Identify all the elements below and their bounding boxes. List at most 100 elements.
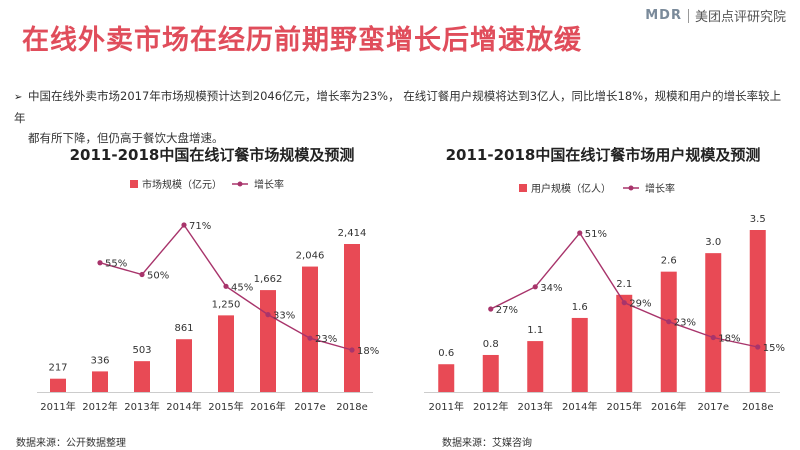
bar xyxy=(527,341,544,392)
growth-rate-point xyxy=(621,300,627,306)
bar xyxy=(705,253,722,392)
brand-name: 美团点评研究院 xyxy=(694,10,786,25)
x-tick-label: 2013年 xyxy=(124,400,159,413)
x-tick-label: 2011年 xyxy=(40,400,75,413)
bar xyxy=(302,266,318,392)
bar-value-label: 0.8 xyxy=(483,339,499,350)
x-tick-label: 2011年 xyxy=(429,400,464,413)
bar-value-label: 1,662 xyxy=(254,274,283,285)
growth-rate-point xyxy=(97,260,103,266)
summary-line-2: 都有所下降，但仍高于餐饮大盘增速。 xyxy=(28,131,224,145)
bar xyxy=(260,290,276,392)
bar xyxy=(176,339,192,392)
bar xyxy=(660,271,677,392)
chart-2-title: 2011-2018中国在线订餐市场用户规模及预测 xyxy=(445,146,761,164)
bar-value-label: 2,046 xyxy=(296,251,325,262)
bar-value-label: 1,250 xyxy=(212,299,241,310)
x-tick-label: 2017e xyxy=(697,402,729,413)
bar-value-label: 217 xyxy=(48,363,67,374)
x-tick-label: 2017e xyxy=(294,402,326,413)
bar xyxy=(482,354,499,392)
bar xyxy=(438,364,455,392)
growth-rate-line xyxy=(490,231,758,348)
bar xyxy=(218,315,234,392)
legend-label-line: 增长率 xyxy=(254,178,284,191)
growth-rate-point xyxy=(710,334,716,341)
growth-rate-point xyxy=(532,284,538,290)
legend-marker-line xyxy=(628,185,634,191)
bar-value-label: 1.6 xyxy=(572,302,588,313)
bar-value-label: 861 xyxy=(174,323,193,334)
legend-label-line: 增长率 xyxy=(645,182,675,195)
bar-value-label: 2.6 xyxy=(661,256,677,267)
growth-rate-point xyxy=(139,271,145,278)
x-tick-label: 2012年 xyxy=(82,400,117,413)
growth-rate-label: 34% xyxy=(540,283,562,294)
growth-rate-point xyxy=(666,319,672,325)
chart-1-source: 数据来源：公开数据整理 xyxy=(16,438,126,449)
growth-rate-label: 51% xyxy=(585,229,607,240)
legend-swatch-bar xyxy=(130,180,138,188)
summary-line-1: 中国在线外卖市场2017年市场规模预计达到2046亿元，增长率为23%， 在线订… xyxy=(14,89,782,125)
x-tick-label: 2015年 xyxy=(607,400,642,413)
chart-2-source: 数据来源：艾媒咨询 xyxy=(442,438,532,449)
x-tick-label: 2014年 xyxy=(166,400,201,413)
growth-rate-label: 55% xyxy=(105,259,127,270)
brand-logo: MDR xyxy=(645,8,682,23)
bar xyxy=(571,317,588,392)
growth-rate-point xyxy=(307,335,313,341)
bar-value-label: 2.1 xyxy=(616,279,632,290)
bar xyxy=(616,294,633,392)
growth-rate-line xyxy=(99,223,353,351)
bar-value-label: 2,414 xyxy=(338,228,367,239)
growth-rate-point xyxy=(223,283,229,289)
x-tick-label: 2016年 xyxy=(250,400,285,413)
growth-rate-point xyxy=(488,306,494,312)
growth-rate-point xyxy=(577,230,583,236)
brand: MDR 美团点评研究院 xyxy=(645,6,786,25)
page-title: 在线外卖市场在经历前期野蛮增长后增速放缓 xyxy=(22,25,582,56)
growth-rate-label: 27% xyxy=(496,305,518,316)
x-tick-label: 2018e xyxy=(742,402,774,413)
bar-value-label: 0.6 xyxy=(438,348,454,359)
x-tick-label: 2012年 xyxy=(473,400,508,413)
legend-label-bar: 用户规模（亿人） xyxy=(531,182,611,195)
growth-rate-label: 29% xyxy=(629,299,651,310)
summary-bullet: ➢ 中国在线外卖市场2017年市场规模预计达到2046亿元，增长率为23%， 在线… xyxy=(14,86,786,148)
x-tick-label: 2013年 xyxy=(518,400,553,413)
chart-1-title: 2011-2018中国在线订餐市场规模及预测 xyxy=(69,146,355,164)
bullet-arrow-icon: ➢ xyxy=(14,92,23,103)
growth-rate-label: 23% xyxy=(315,334,337,345)
bar xyxy=(92,371,108,392)
bar-value-label: 503 xyxy=(132,345,151,356)
growth-rate-label: 33% xyxy=(273,311,295,322)
growth-rate-point xyxy=(181,222,187,228)
bar-value-label: 336 xyxy=(90,355,109,366)
bar xyxy=(749,230,766,392)
brand-divider xyxy=(687,8,689,23)
growth-rate-label: 45% xyxy=(231,282,253,293)
x-tick-label: 2016年 xyxy=(651,400,686,413)
x-tick-label: 2015年 xyxy=(208,400,243,413)
x-tick-label: 2018e xyxy=(336,402,368,413)
legend-label-bar: 市场规模（亿元） xyxy=(142,178,222,191)
growth-rate-label: 18% xyxy=(718,334,740,345)
growth-rate-label: 15% xyxy=(763,343,785,354)
legend-marker-line xyxy=(237,181,243,187)
growth-rate-label: 50% xyxy=(147,271,169,282)
growth-rate-point xyxy=(755,344,761,350)
bar xyxy=(344,244,360,392)
growth-rate-label: 23% xyxy=(674,318,696,329)
growth-rate-label: 18% xyxy=(357,346,379,357)
bar-value-label: 1.1 xyxy=(527,325,543,336)
bar xyxy=(134,361,150,392)
x-tick-label: 2014年 xyxy=(562,400,597,413)
bar xyxy=(50,378,66,392)
legend-swatch-bar xyxy=(519,184,527,192)
bar-value-label: 3.5 xyxy=(750,214,766,225)
growth-rate-point xyxy=(349,347,355,353)
bar-value-label: 3.0 xyxy=(705,237,721,248)
growth-rate-point xyxy=(265,312,271,318)
growth-rate-label: 71% xyxy=(189,221,211,232)
